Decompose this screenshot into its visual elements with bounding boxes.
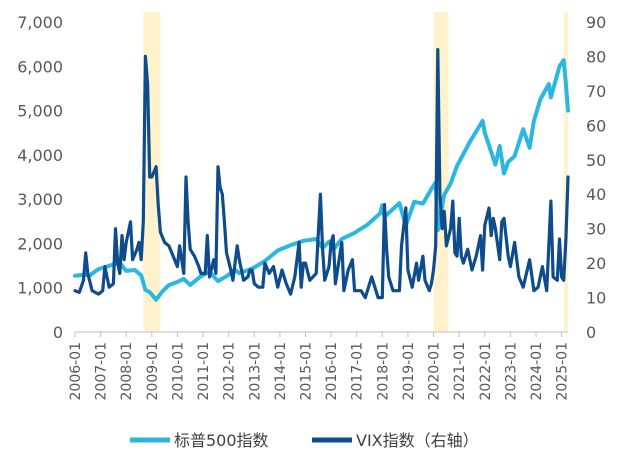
- x-tick-label: 2007-01: [94, 342, 110, 401]
- x-tick-label: 2012-01: [222, 342, 238, 401]
- x-tick-label: 2010-01: [170, 342, 186, 401]
- series-lines: [73, 48, 570, 302]
- tick-labels: 0 1,000 2,000 3,000 4,000 5,000 6,000 7,000 0 10 2…: [17, 13, 606, 401]
- y-left-tick-label: 0: [53, 323, 63, 342]
- y-left-tick-label: 5,000: [17, 102, 63, 121]
- x-tick-label: 2014-01: [273, 342, 289, 401]
- x-tick-label: 2020-01: [427, 342, 443, 401]
- legend-label: 标普500指数: [174, 431, 269, 450]
- x-tick-label: 2017-01: [350, 342, 366, 401]
- y-left-tick-label: 3,000: [17, 190, 63, 209]
- series-line-vix: [73, 48, 570, 300]
- x-tick-label: 2021-01: [452, 342, 468, 401]
- x-tick-label: 2018-01: [375, 342, 391, 401]
- highlight-band-2: [563, 12, 568, 332]
- y-left-tick-label: 2,000: [17, 234, 63, 253]
- legend: 标普500指数 VIX指数（右轴）: [130, 431, 479, 450]
- x-tick-label: 2025-01: [555, 342, 571, 401]
- y-left-tick-label: 1,000: [17, 279, 63, 298]
- y-right-tick-label: 70: [586, 82, 606, 101]
- y-right-tick-label: 90: [586, 13, 606, 32]
- y-right-tick-label: 30: [586, 220, 606, 239]
- y-right-tick-label: 80: [586, 47, 606, 66]
- x-tick-label: 2022-01: [478, 342, 494, 401]
- x-tick-label: 2009-01: [145, 342, 161, 401]
- x-tick-label: 2015-01: [298, 342, 314, 401]
- x-tick-label: 2019-01: [401, 342, 417, 401]
- axes: [74, 331, 568, 337]
- y-right-tick-label: 50: [586, 151, 606, 170]
- x-tick-label: 2011-01: [196, 342, 212, 401]
- y-right-tick-label: 40: [586, 185, 606, 204]
- x-tick-label: 2006-01: [68, 342, 84, 401]
- legend-label: VIX指数（右轴）: [356, 431, 479, 450]
- x-tick-label: 2013-01: [247, 342, 263, 401]
- y-right-tick-label: 20: [586, 254, 606, 273]
- x-tick-label: 2023-01: [503, 342, 519, 401]
- series-line-sp500: [73, 58, 570, 302]
- y-left-tick-label: 6,000: [17, 57, 63, 76]
- y-left-tick-label: 7,000: [17, 13, 63, 32]
- y-right-tick-label: 10: [586, 289, 606, 308]
- x-tick-label: 2008-01: [119, 342, 135, 401]
- x-tick-label: 2024-01: [529, 342, 545, 401]
- y-left-tick-label: 4,000: [17, 146, 63, 165]
- y-right-tick-label: 0: [586, 323, 596, 342]
- x-tick-label: 2016-01: [324, 342, 340, 401]
- y-right-tick-label: 60: [586, 116, 606, 135]
